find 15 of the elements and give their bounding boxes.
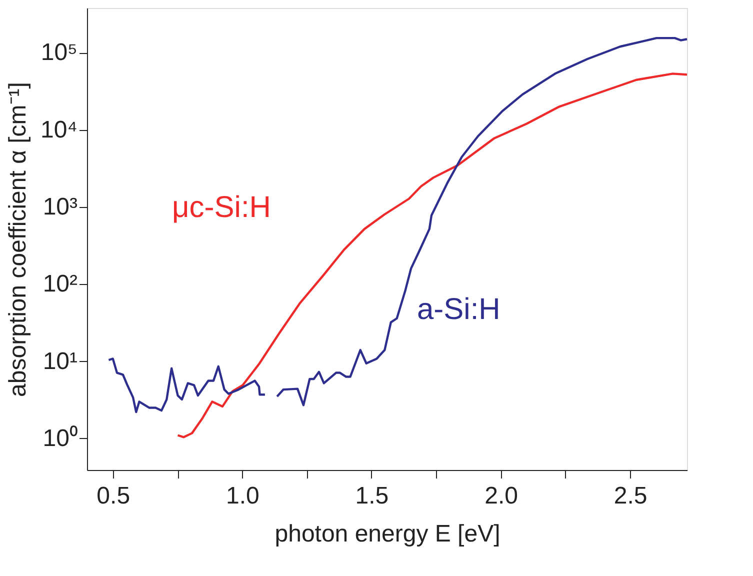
y-tick-label: 10² <box>42 270 78 298</box>
y-tick-label: 10¹ <box>42 348 78 375</box>
y-tick-label: 10⁵ <box>40 39 78 66</box>
x-tick-label: 1.0 <box>226 482 260 510</box>
y-tick-label: 10⁴ <box>40 116 78 144</box>
x-tick-label: 0.5 <box>96 482 130 510</box>
x-tick-label: 2.5 <box>614 482 648 510</box>
x-tick-label: 2.0 <box>484 482 518 510</box>
series-label: a-Si:H <box>417 293 500 326</box>
x-axis-title: photon energy E [eV] <box>274 520 500 548</box>
y-tick-label: 10³ <box>42 194 78 221</box>
y-tick-label: 10⁰ <box>42 424 78 452</box>
y-axis-title: absorption coefficient α [cm⁻¹] <box>4 82 32 397</box>
x-tick-label: 1.5 <box>355 482 389 510</box>
text: μc-Si:H <box>172 191 271 224</box>
